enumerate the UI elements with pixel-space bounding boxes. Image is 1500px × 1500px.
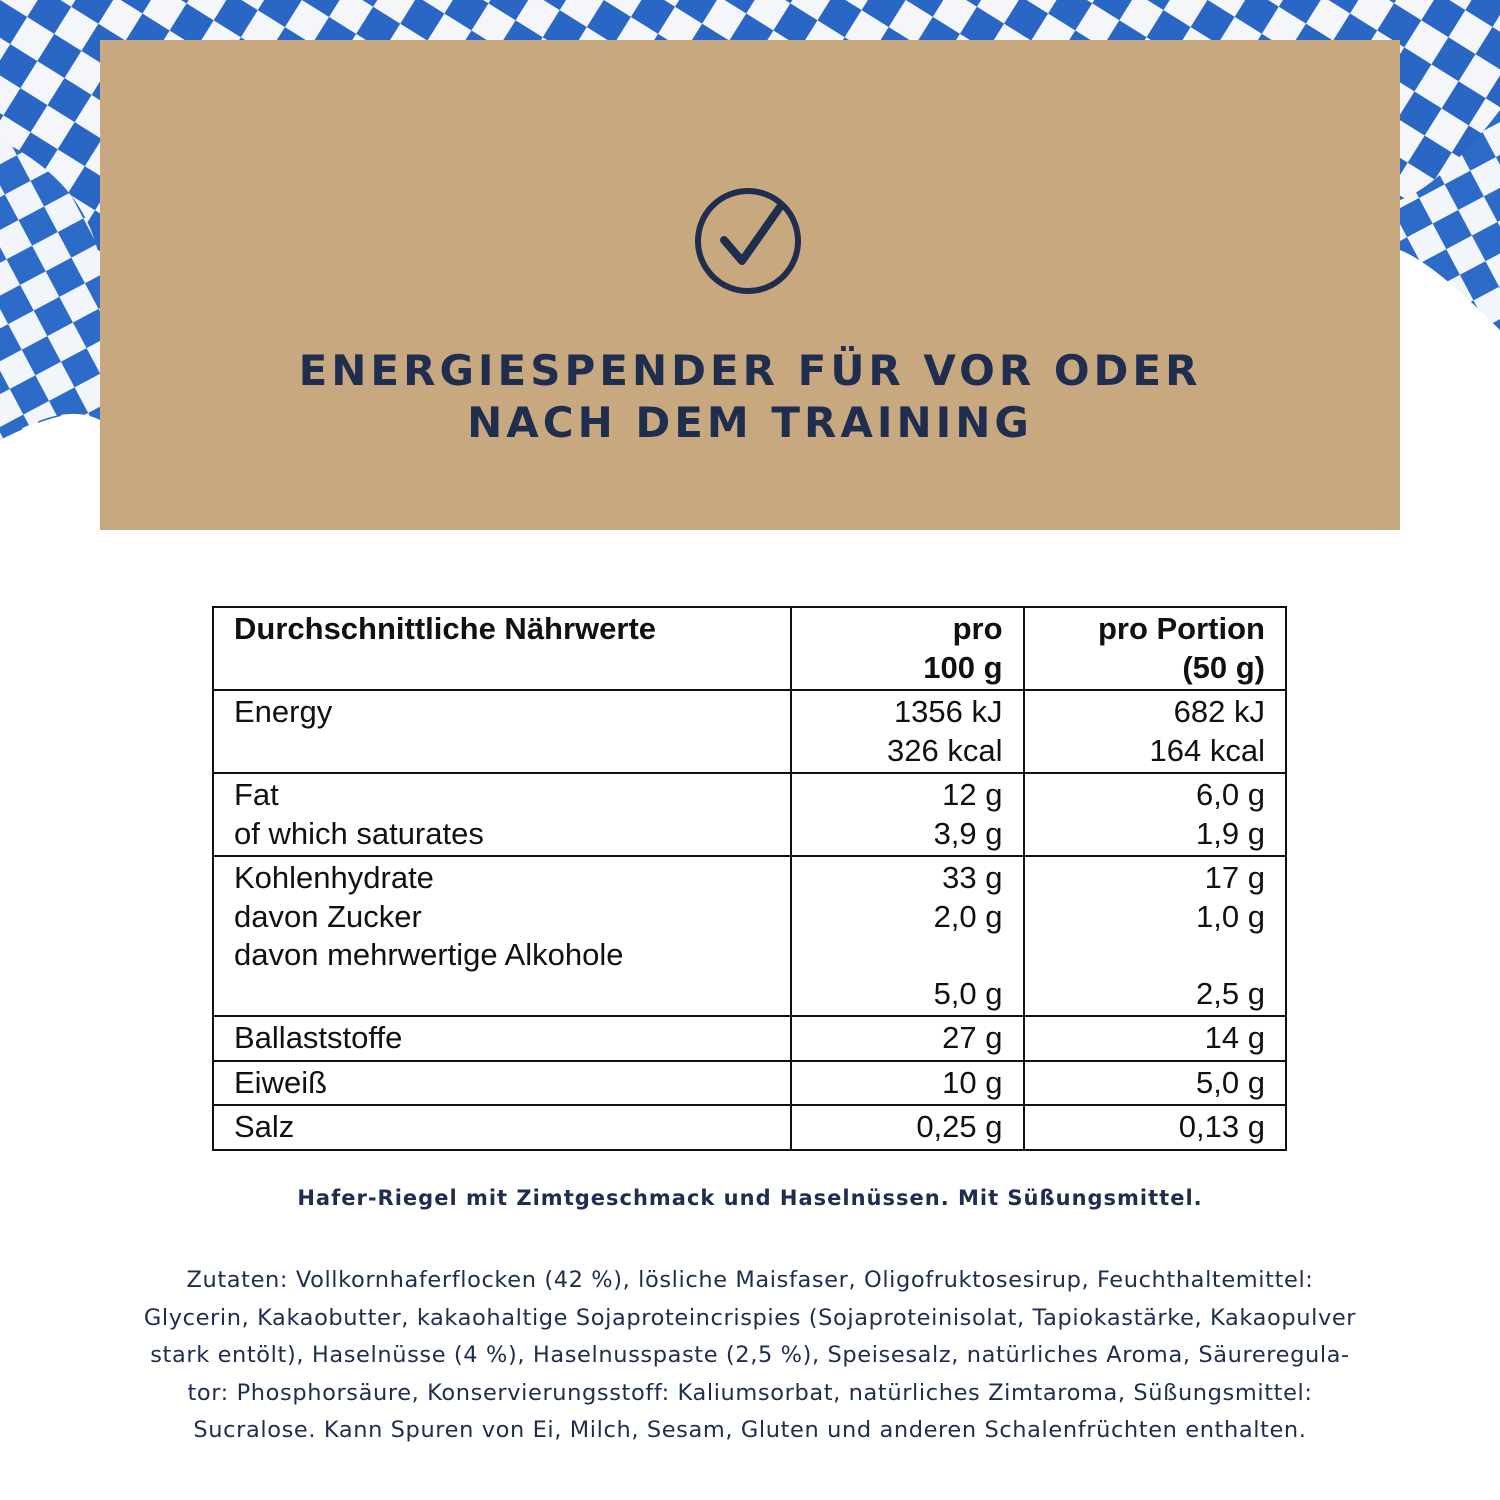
row-per-100g: 27 g [789,1015,1025,1062]
header-per-portion: pro Portion (50 g) [1022,606,1288,691]
table-row: Fat of which saturates 12 g 3,9 g 6,0 g … [212,772,1288,857]
ingredients-line: stark entölt), Haselnüsse (4 %), Haselnu… [150,1342,1350,1368]
row-per-100g: 12 g 3,9 g [789,772,1025,857]
nutrition-table: Durchschnittliche Nährwerte pro 100 g pr… [212,606,1288,1151]
ingredients-text: Zutaten: Vollkornhaferflocken (42 %), lö… [85,1262,1415,1450]
row-per-100g: 10 g [789,1059,1025,1106]
row-per-portion: 682 kJ 164 kcal [1022,689,1288,774]
product-description: Hafer-Riegel mit Zimtgeschmack und Hasel… [297,1186,1203,1210]
row-per-100g: 33 g 2,0 g 5,0 g [789,855,1025,1017]
row-label: Eiweiß [212,1059,792,1106]
headline-panel [100,40,1400,530]
headline-line-1: ENERGIESPENDER FÜR VOR ODER [298,346,1202,395]
row-label: Energy [212,689,792,774]
table-row: Eiweiß 10 g 5,0 g [212,1059,1288,1106]
table-row: Ballaststoffe 27 g 14 g [212,1015,1288,1062]
row-per-100g: 0,25 g [789,1104,1025,1151]
table-row: Energy 1356 kJ 326 kcal 682 kJ 164 kcal [212,689,1288,774]
row-per-portion: 6,0 g 1,9 g [1022,772,1288,857]
table-header-row: Durchschnittliche Nährwerte pro 100 g pr… [212,606,1288,691]
row-per-portion: 17 g 1,0 g 2,5 g [1022,855,1288,1017]
ingredients-line: Sucralose. Kann Spuren von Ei, Milch, Se… [193,1417,1307,1443]
row-label: Fat of which saturates [212,772,792,857]
header-label: Durchschnittliche Nährwerte [212,606,792,691]
row-per-portion: 5,0 g [1022,1059,1288,1106]
row-label: Salz [212,1104,792,1151]
row-per-100g: 1356 kJ 326 kcal [789,689,1025,774]
table-row: Kohlenhydrate davon Zucker davon mehrwer… [212,855,1288,1017]
ingredients-line: Zutaten: Vollkornhaferflocken (42 %), lö… [186,1267,1314,1293]
table-row: Salz 0,25 g 0,13 g [212,1104,1288,1151]
header-per-100g: pro 100 g [789,606,1025,691]
check-circle-icon [695,188,801,294]
row-per-portion: 0,13 g [1022,1104,1288,1151]
row-label: Ballaststoffe [212,1015,792,1062]
row-per-portion: 14 g [1022,1015,1288,1062]
ingredients-line: Glycerin, Kakaobutter, kakaohaltige Soja… [143,1304,1357,1331]
row-label: Kohlenhydrate davon Zucker davon mehrwer… [212,855,792,1017]
headline-line-2: NACH DEM TRAINING [467,398,1033,447]
ingredients-line: tor: Phosphorsäure, Konservierungsstoff:… [187,1379,1313,1406]
headline: ENERGIESPENDER FÜR VOR ODER NACH DEM TRA… [100,345,1400,449]
